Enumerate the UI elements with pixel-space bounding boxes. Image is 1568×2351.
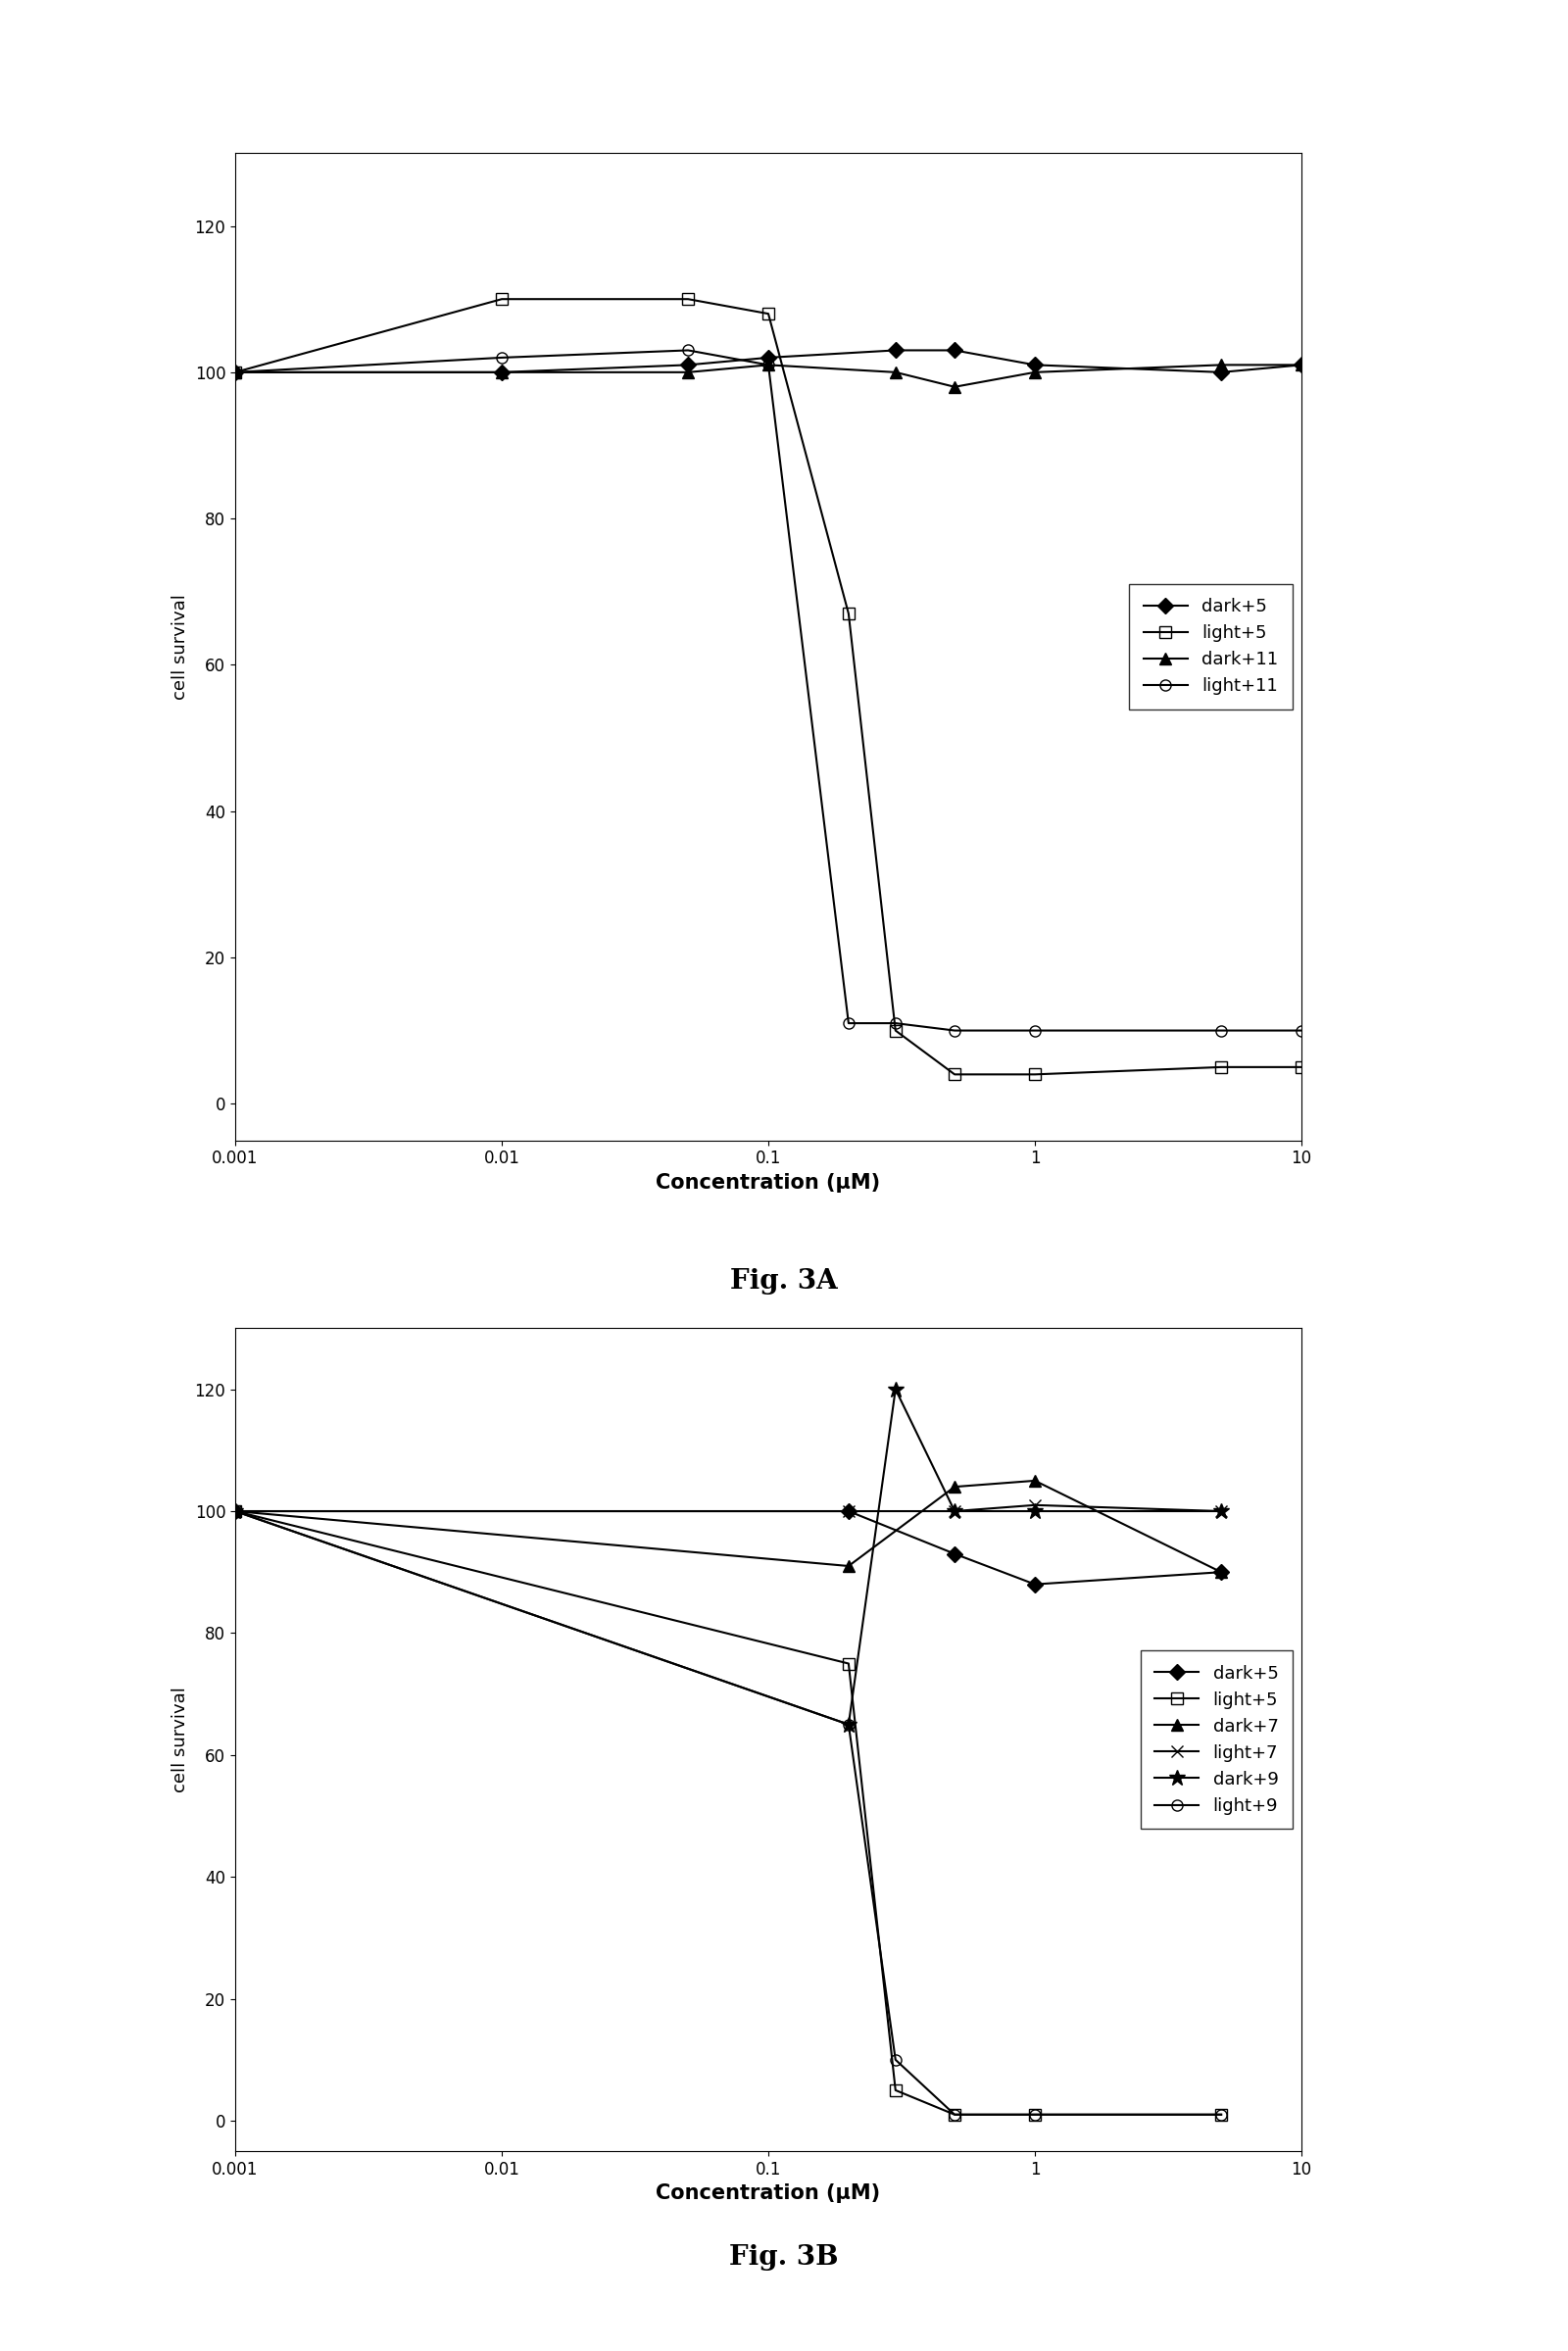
light+5 xyxy=(946,1060,964,1089)
X-axis label: Concentration (μM): Concentration (μM) xyxy=(655,2184,881,2203)
dark+9 xyxy=(1212,1498,1231,1526)
light+11 xyxy=(886,1009,905,1037)
dark+11 xyxy=(1025,357,1044,386)
dark+5 xyxy=(1025,1570,1044,1599)
dark+7 xyxy=(946,1472,964,1500)
light+5 xyxy=(946,2099,964,2128)
dark+5 xyxy=(886,336,905,364)
dark+11 xyxy=(1212,350,1231,379)
dark+5 xyxy=(946,1540,964,1568)
dark+11 xyxy=(759,350,778,379)
Line: dark+9: dark+9 xyxy=(227,1380,1229,1733)
light+5 xyxy=(1212,2099,1231,2128)
light+5 xyxy=(1212,1053,1231,1081)
light+7 xyxy=(1212,1498,1231,1526)
Text: Fig. 3B: Fig. 3B xyxy=(729,2243,839,2271)
dark+9 xyxy=(226,1498,245,1526)
Line: light+9: light+9 xyxy=(230,1505,1226,2121)
light+11 xyxy=(759,350,778,379)
light+11 xyxy=(1212,1016,1231,1044)
dark+11 xyxy=(1292,350,1311,379)
dark+5 xyxy=(759,343,778,371)
dark+7 xyxy=(1025,1467,1044,1495)
light+9 xyxy=(886,2045,905,2074)
light+9 xyxy=(839,1712,858,1740)
light+11 xyxy=(1025,1016,1044,1044)
dark+5 xyxy=(1025,350,1044,379)
dark+7 xyxy=(1212,1559,1231,1587)
light+5 xyxy=(886,2076,905,2104)
light+7 xyxy=(226,1498,245,1526)
dark+5 xyxy=(1212,357,1231,386)
light+5 xyxy=(226,1498,245,1526)
light+5 xyxy=(839,600,858,628)
light+7 xyxy=(839,1498,858,1526)
Line: dark+7: dark+7 xyxy=(230,1474,1226,1578)
light+5 xyxy=(1292,1053,1311,1081)
light+7 xyxy=(946,1498,964,1526)
light+11 xyxy=(839,1009,858,1037)
light+11 xyxy=(946,1016,964,1044)
Line: dark+5: dark+5 xyxy=(230,346,1306,379)
Legend: dark+5, light+5, dark+7, light+7, dark+9, light+9: dark+5, light+5, dark+7, light+7, dark+9… xyxy=(1140,1650,1292,1829)
dark+9 xyxy=(1025,1498,1044,1526)
dark+11 xyxy=(886,357,905,386)
light+5 xyxy=(1025,1060,1044,1089)
dark+11 xyxy=(946,374,964,402)
light+11 xyxy=(226,357,245,386)
Line: light+5: light+5 xyxy=(230,1505,1226,2121)
dark+11 xyxy=(492,357,511,386)
Line: light+7: light+7 xyxy=(230,1500,1226,1516)
dark+7 xyxy=(226,1498,245,1526)
dark+5 xyxy=(1292,350,1311,379)
dark+9 xyxy=(946,1498,964,1526)
light+5 xyxy=(492,284,511,313)
light+9 xyxy=(226,1498,245,1526)
dark+11 xyxy=(679,357,698,386)
light+5 xyxy=(759,299,778,327)
light+5 xyxy=(679,284,698,313)
light+9 xyxy=(1212,2099,1231,2128)
Line: dark+5: dark+5 xyxy=(230,1505,1226,1589)
dark+9 xyxy=(839,1712,858,1740)
Line: light+11: light+11 xyxy=(230,346,1306,1037)
Y-axis label: cell survival: cell survival xyxy=(171,595,190,698)
light+9 xyxy=(1025,2099,1044,2128)
dark+5 xyxy=(839,1498,858,1526)
dark+5 xyxy=(679,350,698,379)
dark+5 xyxy=(226,1498,245,1526)
dark+5 xyxy=(492,357,511,386)
light+9 xyxy=(946,2099,964,2128)
dark+5 xyxy=(1212,1559,1231,1587)
Line: dark+11: dark+11 xyxy=(230,360,1306,393)
light+5 xyxy=(226,357,245,386)
Y-axis label: cell survival: cell survival xyxy=(171,1688,190,1791)
Legend: dark+5, light+5, dark+11, light+11: dark+5, light+5, dark+11, light+11 xyxy=(1129,583,1292,710)
light+11 xyxy=(1292,1016,1311,1044)
light+11 xyxy=(492,343,511,371)
Line: light+5: light+5 xyxy=(230,294,1306,1079)
Text: Fig. 3A: Fig. 3A xyxy=(731,1267,837,1295)
dark+5 xyxy=(226,357,245,386)
light+5 xyxy=(839,1650,858,1679)
light+5 xyxy=(886,1016,905,1044)
light+5 xyxy=(1025,2099,1044,2128)
dark+9 xyxy=(886,1375,905,1404)
X-axis label: Concentration (μM): Concentration (μM) xyxy=(655,1173,881,1192)
dark+7 xyxy=(839,1552,858,1580)
dark+11 xyxy=(226,357,245,386)
light+7 xyxy=(1025,1491,1044,1519)
dark+5 xyxy=(946,336,964,364)
light+11 xyxy=(679,336,698,364)
